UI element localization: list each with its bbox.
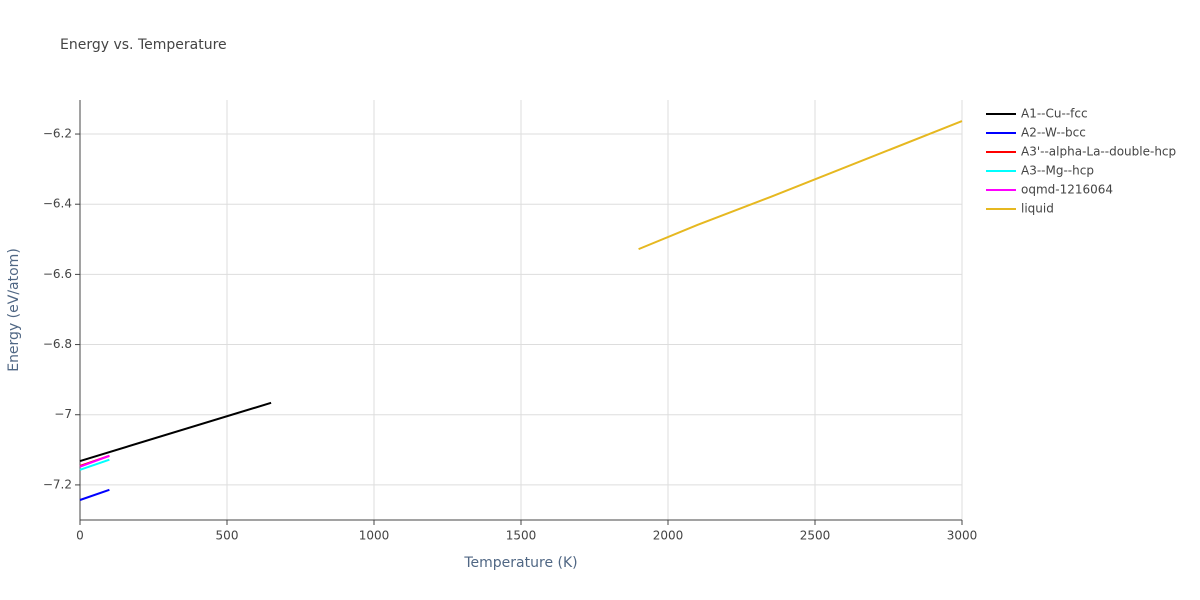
chart-title: Energy vs. Temperature: [60, 37, 227, 53]
y-tick-label: −6.4: [43, 197, 72, 211]
x-axis-title: Temperature (K): [463, 555, 577, 571]
y-tick-label: −7: [54, 407, 72, 421]
legend-label: A1--Cu--fcc: [1021, 107, 1088, 121]
line: [79, 401, 272, 463]
legend-label: oqmd-1216064: [1021, 183, 1113, 197]
line: [79, 488, 110, 501]
legend-label: A3'--alpha-La--double-hcp: [1021, 145, 1176, 159]
legend-label: A2--W--bcc: [1021, 126, 1086, 140]
x-tick-label: 1500: [506, 529, 537, 543]
y-axis-title: Energy (eV/atom): [6, 248, 22, 372]
x-tick-label: 2500: [800, 529, 831, 543]
x-tick-label: 2000: [653, 529, 684, 543]
y-tick-label: −6.2: [43, 127, 72, 141]
line: [79, 458, 110, 471]
x-tick-label: 0: [76, 529, 84, 543]
legend-label: A3--Mg--hcp: [1021, 164, 1094, 178]
y-tick-label: −6.8: [43, 337, 72, 351]
x-tick-label: 3000: [947, 529, 978, 543]
line: [79, 454, 110, 468]
legend-label: liquid: [1021, 202, 1054, 216]
y-tick-label: −6.6: [43, 267, 72, 281]
line: [638, 120, 963, 251]
x-tick-label: 1000: [359, 529, 390, 543]
x-tick-label: 500: [216, 529, 239, 543]
y-tick-label: −7.2: [43, 477, 72, 491]
